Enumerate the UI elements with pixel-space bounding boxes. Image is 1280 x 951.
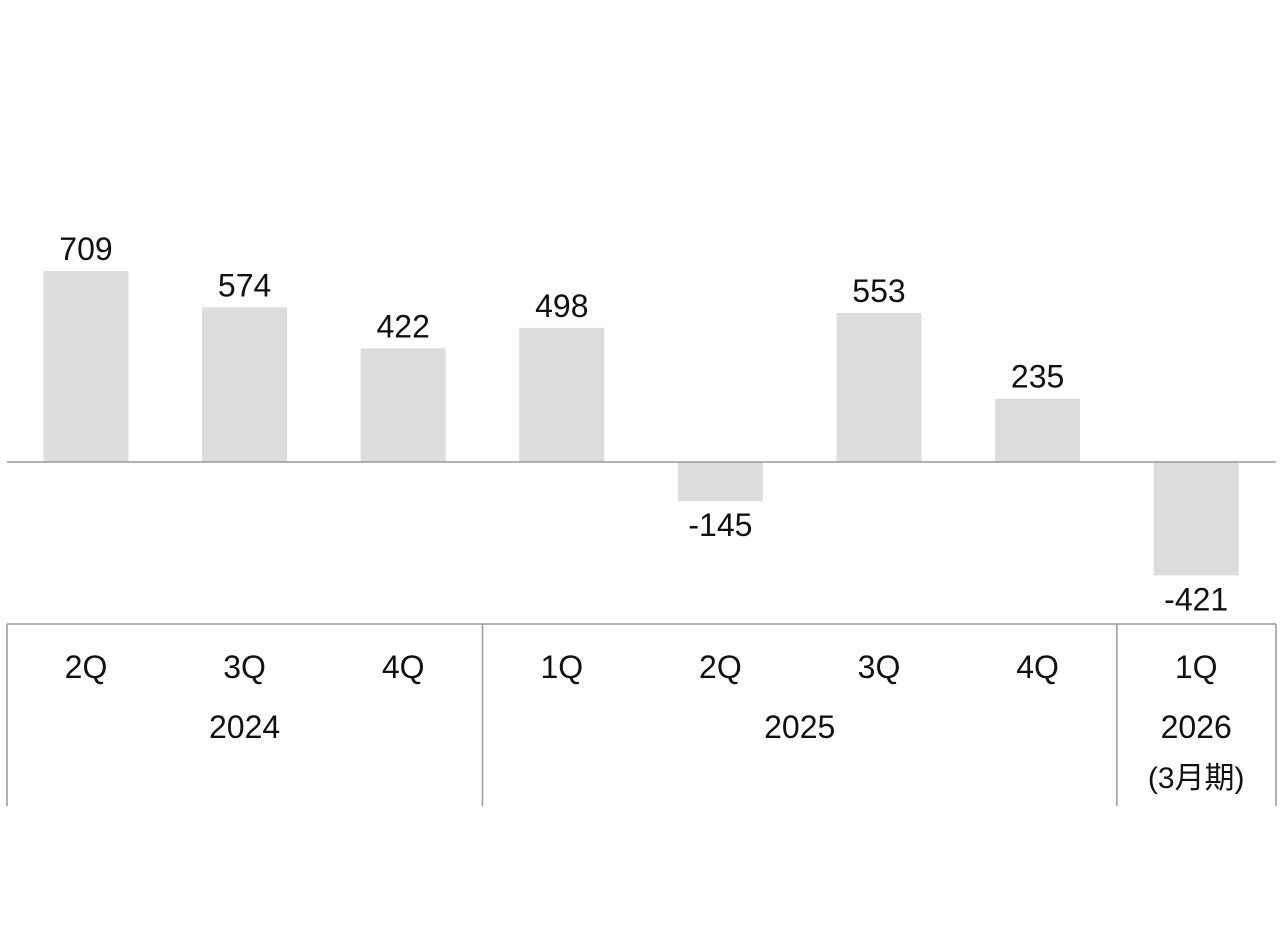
axis-layer [6,461,1277,806]
data-labels-layer: 709 574 422 498 -145 553 235 -421 [59,231,1228,617]
bar-5 [677,462,763,502]
category-label-4: 1Q [540,649,583,685]
bar-2 [202,307,288,462]
bars-layer [43,271,1239,576]
data-label-5: -145 [688,507,752,543]
category-label-7: 4Q [1016,649,1059,685]
category-label-2: 3Q [223,649,266,685]
category-labels-layer: 2Q 3Q 4Q 1Q 2Q 3Q 4Q 1Q [65,649,1218,685]
data-label-4: 498 [535,288,588,324]
bar-7 [995,398,1081,462]
category-label-1: 2Q [65,649,108,685]
bar-8 [1153,462,1239,576]
group-label-2025: 2025 [764,709,835,745]
bar-1 [43,271,129,462]
group-sublabel-2026: (3月期) [1148,762,1245,795]
data-label-2: 574 [218,267,271,303]
data-label-8: -421 [1164,581,1228,617]
group-label-2026: 2026 [1161,709,1232,745]
data-label-7: 235 [1011,359,1064,395]
group-labels-layer: 2024 2025 2026 (3月期) [209,709,1245,795]
bar-6 [836,313,922,462]
data-label-3: 422 [377,308,430,344]
category-label-5: 2Q [699,649,742,685]
bar-3 [360,348,446,462]
data-label-1: 709 [59,231,112,267]
bar-4 [519,327,605,462]
group-label-2024: 2024 [209,709,280,745]
data-label-6: 553 [852,273,905,309]
category-label-6: 3Q [858,649,901,685]
category-label-3: 4Q [382,649,425,685]
category-label-8: 1Q [1175,649,1218,685]
